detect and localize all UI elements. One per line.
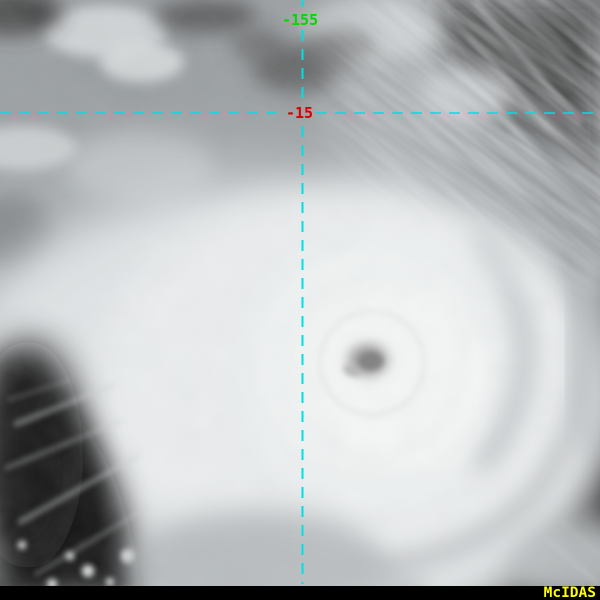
status-bar: 1 0001 HIMAWARI-8 1 5 MAR 21064 023000 1… — [0, 586, 600, 600]
streak-texture — [233, 0, 600, 429]
mcidas-brand: McIDAS — [543, 585, 596, 600]
